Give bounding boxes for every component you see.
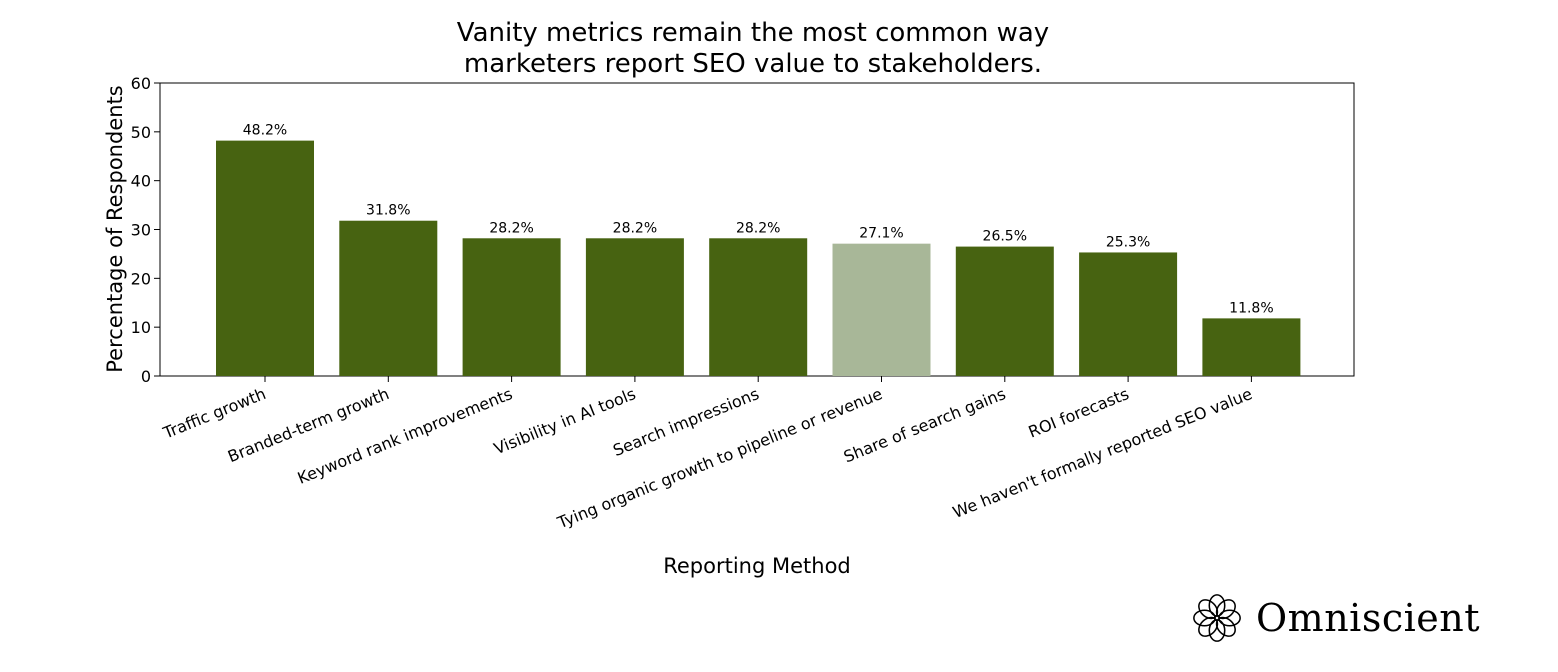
y-tick-label: 30 <box>131 221 151 240</box>
bar <box>1079 252 1178 376</box>
data-label: 11.8% <box>1229 300 1273 316</box>
bar <box>1202 318 1301 376</box>
data-label: 28.2% <box>736 220 780 236</box>
y-tick-label: 50 <box>131 123 151 142</box>
data-label: 27.1% <box>859 226 903 242</box>
data-label: 28.2% <box>489 220 533 236</box>
omniscient-logo-icon <box>1193 594 1241 642</box>
bar <box>955 246 1054 376</box>
data-label: 25.3% <box>1106 234 1150 250</box>
brand-logo: Omniscient <box>1190 588 1480 648</box>
x-axis-label: Reporting Method <box>663 554 851 578</box>
data-label: 28.2% <box>613 220 657 236</box>
y-tick-label: 60 <box>131 74 151 93</box>
bar <box>832 243 931 376</box>
y-tick-label: 10 <box>131 318 151 337</box>
bar <box>585 238 684 376</box>
bars: 48.2% 31.8% 28.2% 28.2% 28.2% 27.1% 26.5% 25.3%… <box>216 123 1301 376</box>
x-tick-label: ROI forecasts <box>1026 384 1132 442</box>
chart-title: Vanity metrics remain the most common wa… <box>457 18 1049 79</box>
y-axis: 0 10 20 30 40 50 60 <box>131 74 160 386</box>
x-tick-label: Traffic growth <box>160 384 269 443</box>
chart-title-line: Vanity metrics remain the most common wa… <box>457 18 1049 48</box>
y-tick-label: 40 <box>131 172 151 191</box>
y-tick-label: 0 <box>141 367 151 386</box>
data-label: 48.2% <box>243 123 287 139</box>
bar <box>462 238 561 376</box>
bar <box>216 140 314 376</box>
data-label: 31.8% <box>366 203 410 219</box>
bar <box>709 238 808 376</box>
bar <box>339 220 438 376</box>
data-label: 26.5% <box>983 229 1027 245</box>
chart-title-line: marketers report SEO value to stakeholde… <box>464 49 1042 79</box>
y-axis-label: Percentage of Respondents <box>103 85 127 372</box>
brand-name: Omniscient <box>1256 596 1480 640</box>
y-tick-label: 20 <box>131 269 151 288</box>
x-tick-label: Keyword rank improvements <box>295 384 515 488</box>
